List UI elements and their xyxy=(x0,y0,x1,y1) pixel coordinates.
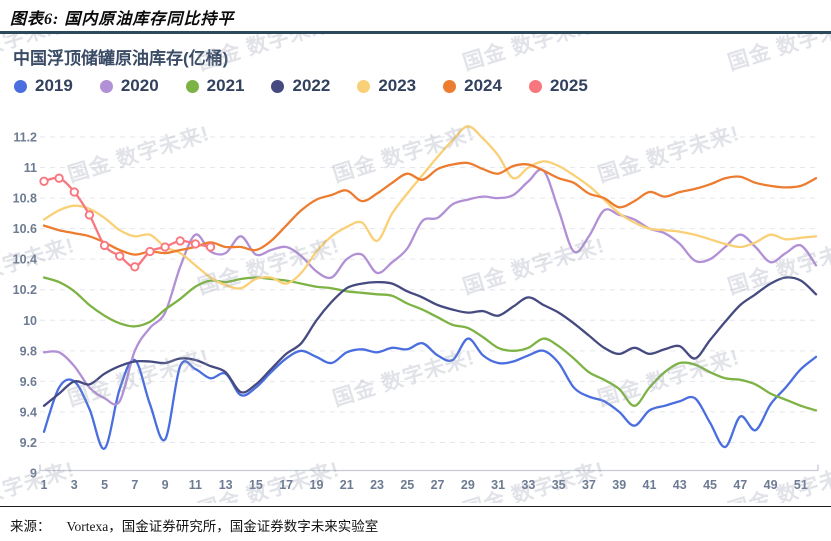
x-axis-label: 43 xyxy=(673,478,687,492)
x-axis-label: 21 xyxy=(340,478,354,492)
legend-item-2019[interactable]: 2019 xyxy=(14,76,73,96)
chart-card: 中国浮顶储罐原油库存(亿桶) 2019 2020 2021 2022 2023 2024 2… xyxy=(0,34,831,503)
x-axis-label: 17 xyxy=(279,478,293,492)
source-divider xyxy=(0,506,831,507)
legend-item-2023[interactable]: 2023 xyxy=(357,76,416,96)
x-axis-label: 45 xyxy=(703,478,717,492)
chart-legend: 2019 2020 2021 2022 2023 2024 2025 xyxy=(14,76,588,96)
x-axis-label: 41 xyxy=(643,478,657,492)
x-axis-label: 3 xyxy=(71,478,78,492)
series-marker-2025 xyxy=(69,187,79,197)
series-line-2019 xyxy=(42,337,818,450)
source-line: 来源： Vortexa，国金证券研究所，国金证券数字未来实验室 xyxy=(10,515,378,535)
y-axis-label: 10 xyxy=(23,314,37,328)
series-marker-2025 xyxy=(115,251,125,261)
legend-dot-icon xyxy=(528,79,542,93)
series-line-2020 xyxy=(42,168,818,406)
source-text: Vortexa，国金证券研究所，国金证券数字未来实验室 xyxy=(66,519,379,534)
series-marker-2025 xyxy=(54,173,64,183)
series-marker-2025 xyxy=(84,210,95,220)
x-axis-label: 15 xyxy=(249,478,263,492)
x-axis-label: 23 xyxy=(370,478,384,492)
legend-label: 2022 xyxy=(292,76,331,95)
x-axis-label: 19 xyxy=(310,478,324,492)
legend-label: 2024 xyxy=(464,76,502,95)
x-axis-line xyxy=(39,464,819,472)
y-axis-label: 11.2 xyxy=(13,131,37,145)
legend-label: 2023 xyxy=(378,76,417,95)
source-prefix: 来源： xyxy=(10,519,51,534)
legend-label: 2021 xyxy=(206,76,245,95)
legend-dot-icon xyxy=(99,79,113,93)
series-line-2024 xyxy=(42,161,818,256)
x-axis-label: 1 xyxy=(41,478,48,492)
x-axis-label: 29 xyxy=(461,478,475,492)
legend-item-2021[interactable]: 2021 xyxy=(185,76,245,96)
chart-title: 中国浮顶储罐原油库存(亿桶) xyxy=(13,49,229,68)
x-axis-label: 25 xyxy=(400,478,414,492)
y-axis-label: 9.2 xyxy=(20,436,37,450)
x-axis-label: 49 xyxy=(764,478,778,492)
legend-dot-icon xyxy=(185,79,199,93)
y-axis-label: 9.4 xyxy=(20,405,37,419)
legend-item-2022[interactable]: 2022 xyxy=(271,76,330,96)
x-axis-label: 7 xyxy=(131,478,138,492)
series-line-2022 xyxy=(42,276,818,407)
series-marker-2025 xyxy=(205,242,216,252)
y-axis-label: 10.6 xyxy=(13,222,37,236)
x-axis-label: 31 xyxy=(491,478,505,492)
y-axis-label: 9.8 xyxy=(20,344,37,358)
series-marker-2025 xyxy=(145,246,155,257)
series-marker-2025 xyxy=(99,240,110,251)
x-axis-label: 33 xyxy=(521,478,535,492)
x-axis-label: 47 xyxy=(733,478,747,492)
legend-label: 2025 xyxy=(549,76,588,95)
legend-item-2024[interactable]: 2024 xyxy=(443,76,502,96)
x-axis-label: 37 xyxy=(582,478,596,492)
series-marker-2025 xyxy=(130,262,140,272)
x-axis-label: 13 xyxy=(219,478,233,492)
x-axis-label: 27 xyxy=(431,478,445,492)
x-axis-label: 35 xyxy=(552,478,566,492)
x-axis-label: 9 xyxy=(162,478,169,492)
legend-item-2020[interactable]: 2020 xyxy=(99,76,159,96)
x-axis-label: 11 xyxy=(189,478,202,492)
x-axis-label: 5 xyxy=(101,478,108,492)
figure-title: 图表6: 国内原油库存同比持平 xyxy=(10,11,235,28)
x-axis-label: 51 xyxy=(794,478,808,492)
x-axis-label: 39 xyxy=(612,478,626,492)
legend-label: 2019 xyxy=(35,76,73,95)
series-line-2023 xyxy=(42,125,818,290)
series-marker-2025 xyxy=(39,176,49,186)
y-axis-label: 11 xyxy=(24,161,37,175)
legend-label: 2020 xyxy=(120,76,159,95)
legend-dot-icon xyxy=(443,79,457,93)
legend-item-2025[interactable]: 2025 xyxy=(528,76,588,96)
y-axis-label: 10.2 xyxy=(13,283,37,297)
y-axis-label: 10.8 xyxy=(13,192,37,206)
legend-dot-icon xyxy=(271,79,285,93)
y-axis-label: 10.4 xyxy=(13,253,37,267)
series-marker-2025 xyxy=(160,242,170,252)
series-marker-2025 xyxy=(190,239,201,249)
legend-dot-icon xyxy=(14,79,27,93)
series-line-2021 xyxy=(42,276,818,412)
title-divider xyxy=(0,31,831,34)
series-marker-2025 xyxy=(175,236,185,246)
y-axis-label: 9 xyxy=(30,467,37,481)
legend-dot-icon xyxy=(357,79,371,93)
y-axis-label: 9.6 xyxy=(20,375,37,389)
